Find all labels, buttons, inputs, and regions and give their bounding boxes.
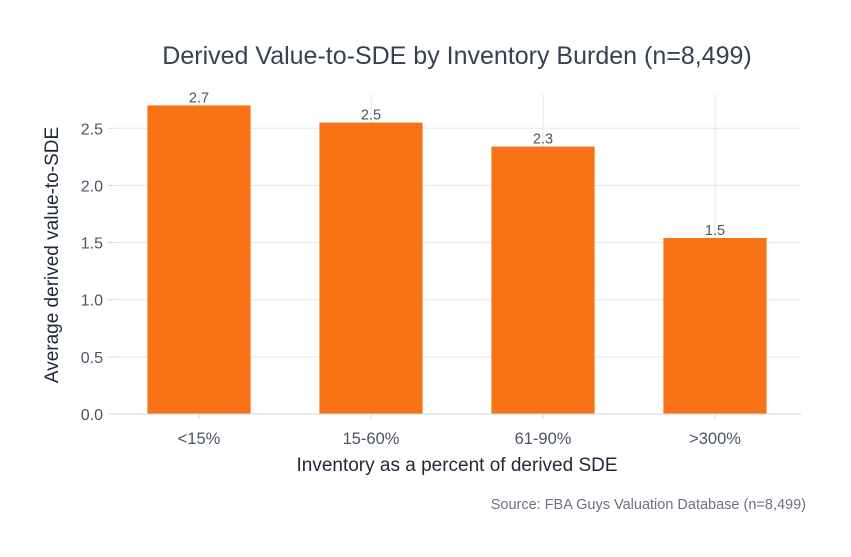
y-tick-label: 1.0 [81, 293, 103, 310]
x-tick-label: 61-90% [515, 430, 572, 448]
x-tick-label: 15-60% [343, 430, 400, 448]
bar-value-label: 2.7 [189, 90, 209, 106]
y-tick-label: 2.0 [81, 178, 103, 195]
y-tick-label: 0.5 [81, 350, 103, 367]
bar [491, 146, 595, 415]
x-tick-label: <15% [178, 430, 221, 448]
data-label-layer: 2.7 2.5 2.3 1.5 [189, 90, 725, 239]
y-tick-label: 0.0 [81, 407, 103, 424]
bar [147, 105, 251, 414]
y-tick-label: 1.5 [81, 236, 103, 253]
bar-value-label: 2.3 [533, 132, 553, 148]
bar [319, 122, 423, 415]
y-axis-label: Average derived value-to-SDE [42, 127, 63, 383]
y-tick-layer: 0.0 0.5 1.0 1.5 2.0 2.5 [81, 121, 113, 424]
chart-title: Derived Value-to-SDE by Inventory Burden… [162, 42, 751, 70]
y-tick-label: 2.5 [81, 121, 103, 138]
x-axis-label: Inventory as a percent of derived SDE [296, 455, 617, 476]
source-note: Source: FBA Guys Valuation Database (n=8… [491, 497, 806, 513]
bar [663, 238, 767, 414]
x-tick-layer: <15% 15-60% 61-90% >300% [178, 414, 741, 448]
bar-value-label: 1.5 [705, 223, 725, 239]
x-tick-label: >300% [689, 430, 741, 448]
bar-value-label: 2.5 [361, 108, 381, 124]
bar-layer [147, 105, 767, 415]
